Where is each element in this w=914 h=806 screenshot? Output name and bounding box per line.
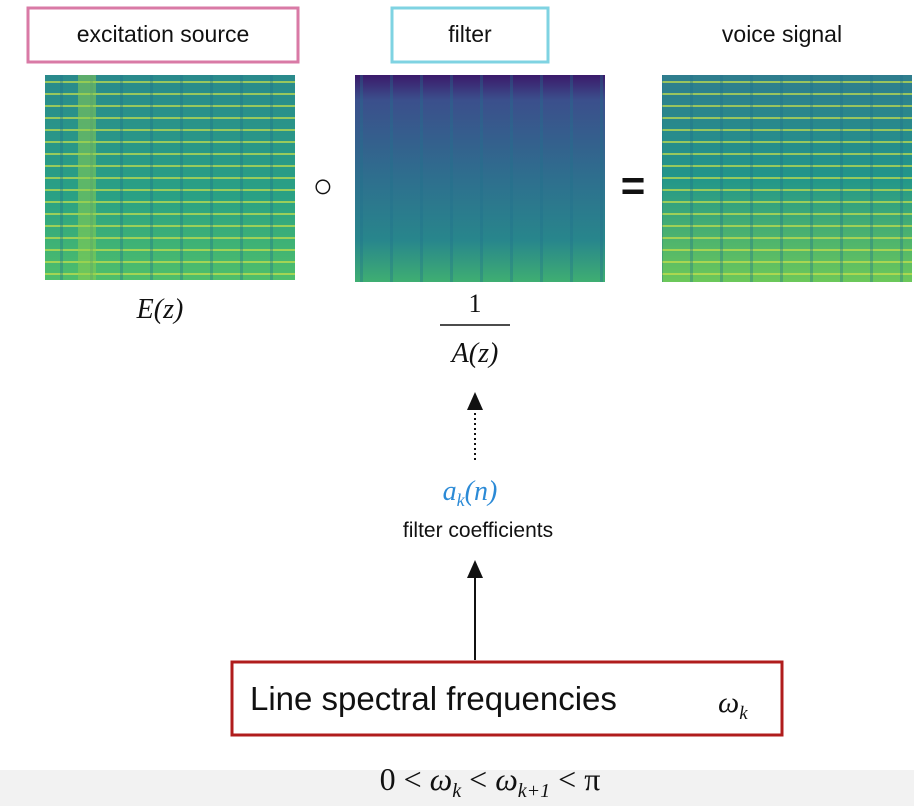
excitation-spectrogram: [45, 75, 295, 280]
operator: ○: [313, 167, 334, 205]
excitation-box: [26, 6, 300, 64]
numerator: 1: [469, 289, 482, 318]
symbol-rest: (n): [465, 476, 498, 507]
symbol-sub: k: [739, 703, 748, 724]
symbol-sub: k: [457, 490, 466, 510]
constraint-part: ω: [430, 761, 453, 797]
panel-label: filter: [448, 21, 492, 47]
constraint-part: ω: [495, 761, 518, 797]
constraint-part: k+1: [518, 780, 550, 802]
constraint-part: <: [469, 761, 487, 797]
excitation-expr: E(z): [136, 294, 184, 325]
lsf-symbol: ωk: [718, 686, 748, 724]
symbol-base: a: [443, 476, 457, 507]
filter-spectrogram: [355, 75, 605, 282]
constraint-part: 0 <: [380, 761, 422, 797]
constraint: 0 < ωk < ωk+1 < π: [380, 761, 601, 802]
coef-symbol: ak(n): [443, 476, 498, 510]
voice-spectrogram: [662, 75, 912, 282]
operator: =: [621, 162, 646, 209]
bottom-strip: [0, 770, 914, 806]
panel-label: voice signal: [722, 21, 842, 47]
filter-box: [390, 6, 550, 64]
constraint-part: k: [452, 780, 462, 802]
coef-label: filter coefficients: [403, 519, 553, 542]
denominator: A(z): [450, 338, 499, 369]
symbol-base: ω: [718, 686, 739, 719]
constraint-part: < π: [558, 761, 600, 797]
panel-label: excitation source: [77, 21, 250, 47]
lsf-label: Line spectral frequencies: [250, 680, 617, 717]
lsf-box: [230, 660, 784, 737]
